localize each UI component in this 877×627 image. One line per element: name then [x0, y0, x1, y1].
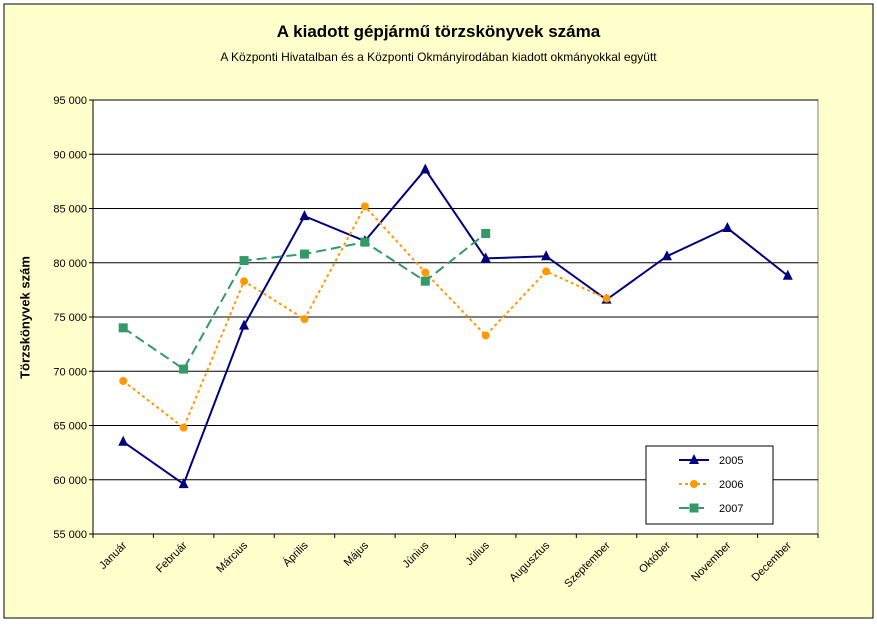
data-point-2006 — [542, 267, 551, 276]
legend-marker-2006 — [690, 480, 698, 488]
data-point-2005 — [118, 435, 129, 446]
legend-label: 2006 — [719, 479, 743, 491]
legend-marker-2007 — [689, 503, 699, 513]
y-tick-label: 85 000 — [53, 204, 87, 216]
y-tick-label: 65 000 — [53, 421, 87, 433]
data-point-2007 — [481, 228, 491, 238]
data-point-2006 — [360, 202, 369, 211]
legend-marker-2005 — [689, 454, 699, 464]
data-point-2005 — [299, 210, 310, 221]
data-point-2007 — [179, 364, 189, 374]
legend-label: 2005 — [719, 455, 743, 467]
chart-title: A kiadott gépjármű törzskönyvek száma — [276, 22, 601, 41]
y-tick-label: 60 000 — [53, 475, 87, 487]
data-point-2007 — [118, 323, 128, 333]
data-point-2007 — [299, 249, 309, 259]
legend-label: 2007 — [719, 503, 743, 515]
data-point-2006 — [240, 277, 249, 286]
series-line-2005 — [122, 167, 789, 486]
data-point-2005 — [239, 319, 250, 330]
y-tick-label: 90 000 — [53, 149, 87, 161]
legend-box — [645, 445, 774, 525]
data-point-2006 — [421, 268, 430, 277]
data-point-2005 — [541, 250, 552, 261]
data-point-2005 — [480, 252, 491, 263]
y-tick-label: 95 000 — [53, 95, 87, 107]
data-point-2005 — [420, 163, 431, 174]
data-point-2006 — [300, 315, 309, 324]
y-tick-label: 55 000 — [53, 529, 87, 541]
data-point-2005 — [178, 478, 189, 489]
y-axis-label: Törzskönyvek szám — [17, 256, 33, 379]
data-point-2007 — [360, 237, 370, 247]
chart-subtitle: A Központi Hivatalban és a Központi Okmá… — [220, 50, 657, 64]
y-tick-label: 70 000 — [53, 366, 87, 378]
data-point-2006 — [179, 423, 188, 432]
data-point-2005 — [782, 269, 793, 280]
data-point-2005 — [722, 222, 733, 233]
data-point-2006 — [602, 294, 611, 303]
data-point-2006 — [481, 331, 490, 340]
y-tick-label: 75 000 — [53, 312, 87, 324]
data-point-2007 — [420, 276, 430, 286]
data-point-2007 — [239, 256, 249, 266]
data-point-2005 — [661, 250, 672, 261]
data-point-2006 — [119, 377, 128, 386]
y-tick-label: 80 000 — [53, 258, 87, 270]
